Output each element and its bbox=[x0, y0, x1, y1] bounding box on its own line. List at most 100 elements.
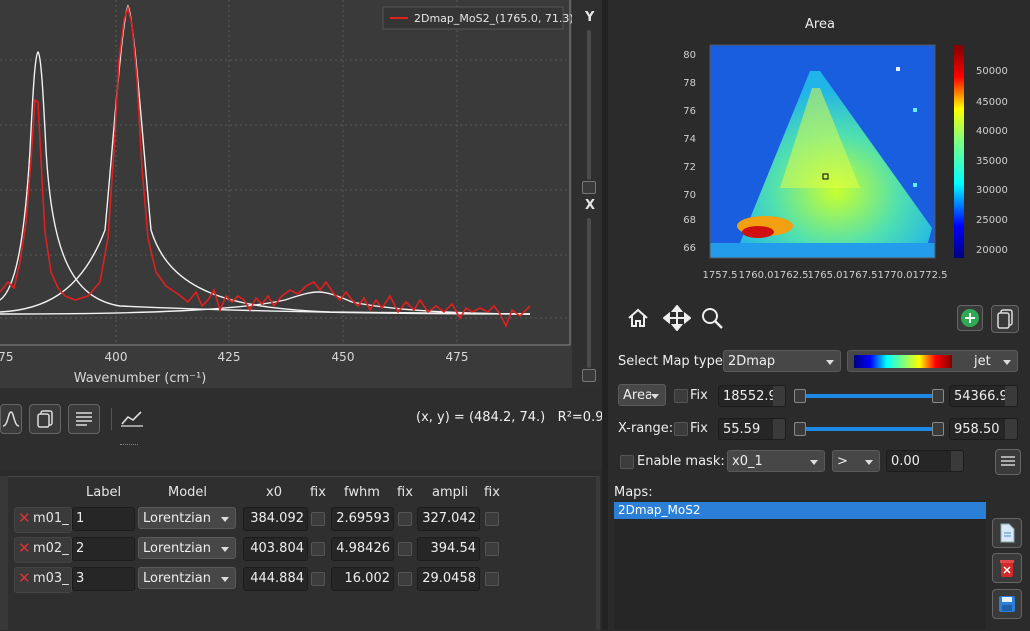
xrange-slider-min-handle[interactable] bbox=[794, 422, 806, 436]
peak-label-field[interactable]: 1 bbox=[72, 507, 135, 531]
map-x-tick: 1770.0 bbox=[878, 270, 913, 281]
map-type-select[interactable]: 2Dmap bbox=[723, 350, 841, 372]
document-icon bbox=[1000, 523, 1015, 543]
fix-ampli-checkbox[interactable] bbox=[485, 572, 499, 586]
peak-row-2-delete[interactable]: ✕ m02_ bbox=[14, 537, 72, 563]
peak-label-field[interactable]: 2 bbox=[72, 537, 135, 561]
spectrum-plot-panel[interactable]: 2Dmap_MoS2_(1765.0, 71.3) 375 400 425 45… bbox=[0, 0, 572, 388]
zoom-button[interactable] bbox=[699, 305, 725, 331]
select-map-type-label: Select Map type: bbox=[618, 354, 728, 369]
xrange-min-spinbox[interactable]: 55.59 bbox=[718, 418, 786, 440]
map-title: Area bbox=[805, 17, 835, 32]
mask-operator-select[interactable]: > bbox=[832, 450, 880, 472]
header-fwhm: fwhm bbox=[344, 485, 380, 500]
fix-ampli-checkbox[interactable] bbox=[485, 512, 499, 526]
x-slider-handle[interactable] bbox=[582, 369, 596, 382]
range-min-value: 18552.9 bbox=[723, 389, 777, 404]
range-slider-min-handle[interactable] bbox=[794, 389, 806, 403]
area-heatmap[interactable]: 66 68 70 72 74 76 78 80 1757.5 1760.0 17… bbox=[670, 38, 1030, 288]
enable-mask-label: Enable mask: bbox=[637, 454, 725, 469]
fix-fwhm-checkbox[interactable] bbox=[398, 572, 412, 586]
peak-fwhm-field[interactable]: 2.69593 bbox=[331, 507, 394, 531]
heatmap-frame bbox=[709, 44, 936, 259]
table-scrollbar[interactable] bbox=[596, 476, 600, 630]
peak-x0-field[interactable]: 384.092 bbox=[243, 507, 308, 531]
fix-xrange-checkbox[interactable] bbox=[674, 422, 688, 436]
peak-row-1-delete[interactable]: ✕ m01_ bbox=[14, 507, 72, 533]
peak-x0-field[interactable]: 444.884 bbox=[243, 567, 308, 591]
plus-icon bbox=[961, 309, 979, 327]
grid bbox=[0, 0, 570, 345]
colorbar-tick: 50000 bbox=[976, 66, 1008, 77]
fix-fwhm-checkbox[interactable] bbox=[398, 542, 412, 556]
maps-list[interactable] bbox=[614, 500, 986, 630]
range-min-spinbox[interactable]: 18552.9 bbox=[718, 385, 786, 407]
x-tick-label: 375 bbox=[0, 350, 13, 364]
fix-x0-checkbox[interactable] bbox=[311, 572, 325, 586]
fit-peak-3 bbox=[0, 291, 531, 315]
xrange-slider-max-handle[interactable] bbox=[932, 422, 944, 436]
map-cursor-marker bbox=[822, 173, 829, 180]
peak-ampli-field[interactable]: 327.042 bbox=[417, 507, 480, 531]
spin-arrows[interactable] bbox=[773, 419, 785, 439]
delete-map-button[interactable] bbox=[992, 553, 1022, 583]
peak-model-select[interactable]: Lorentzian bbox=[138, 567, 236, 589]
maps-list-item[interactable]: 2Dmap_MoS2 bbox=[614, 502, 986, 519]
fix-range-label: Fix bbox=[690, 388, 708, 403]
peak-label-field[interactable]: 3 bbox=[72, 567, 135, 591]
fix-fwhm-checkbox[interactable] bbox=[398, 512, 412, 526]
peak-fwhm-field[interactable]: 4.98426 bbox=[331, 537, 394, 561]
view-map-button[interactable] bbox=[992, 518, 1022, 548]
fit-toolbar bbox=[0, 388, 606, 470]
map-quantity-select[interactable]: Area bbox=[618, 384, 666, 406]
colormap-select[interactable]: jet bbox=[847, 350, 1018, 372]
fix-x0-checkbox[interactable] bbox=[311, 512, 325, 526]
axis-slider-bar: Y X bbox=[572, 0, 606, 388]
pan-button[interactable] bbox=[662, 304, 692, 332]
range-max-spinbox[interactable]: 54366.9 bbox=[949, 385, 1018, 407]
range-slider-track[interactable] bbox=[800, 394, 938, 398]
peak-fwhm-field[interactable]: 16.002 bbox=[331, 567, 394, 591]
fix-x0-checkbox[interactable] bbox=[311, 542, 325, 556]
fix-range-checkbox[interactable] bbox=[674, 389, 688, 403]
spectrum-plot[interactable]: 2Dmap_MoS2_(1765.0, 71.3) 375 400 425 45… bbox=[0, 0, 572, 388]
heatmap-pixel bbox=[913, 108, 917, 112]
add-map-button[interactable] bbox=[957, 305, 983, 331]
splitter[interactable] bbox=[602, 0, 608, 630]
mask-value-spinbox[interactable]: 0.00 bbox=[886, 450, 964, 472]
home-button[interactable] bbox=[625, 305, 651, 331]
spin-arrows[interactable] bbox=[1005, 419, 1017, 439]
copy-fit-button[interactable] bbox=[29, 404, 61, 434]
magnifier-icon bbox=[702, 308, 723, 329]
peak-ampli-field[interactable]: 394.54 bbox=[417, 537, 480, 561]
mask-options-button[interactable] bbox=[995, 449, 1021, 475]
header-fix-x0: fix bbox=[310, 485, 326, 500]
x-axis-label: Wavenumber (cm⁻¹) bbox=[74, 371, 207, 386]
fit-peak-1 bbox=[0, 51, 531, 315]
y-slider-track[interactable] bbox=[587, 30, 591, 180]
header-model: Model bbox=[168, 485, 208, 500]
mask-param-select[interactable]: x0_1 bbox=[727, 450, 825, 472]
peak-ampli-field[interactable]: 29.0458 bbox=[417, 567, 480, 591]
xrange-slider-track[interactable] bbox=[800, 427, 938, 431]
peak-row-3-delete[interactable]: ✕ m03_ bbox=[14, 567, 72, 593]
enable-mask-checkbox[interactable] bbox=[620, 455, 634, 469]
save-map-button[interactable] bbox=[992, 589, 1022, 619]
copy-map-button[interactable] bbox=[991, 305, 1019, 333]
peak-model-select[interactable]: Lorentzian bbox=[138, 537, 236, 559]
x-slider-track[interactable] bbox=[587, 218, 591, 368]
range-slider-max-handle[interactable] bbox=[932, 389, 944, 403]
plot-fit-button[interactable] bbox=[118, 404, 146, 432]
colorbar-tick: 30000 bbox=[976, 185, 1008, 196]
colormap-preview bbox=[854, 355, 952, 368]
fix-ampli-checkbox[interactable] bbox=[485, 542, 499, 556]
peak-shape-button[interactable] bbox=[0, 404, 22, 434]
xrange-max-spinbox[interactable]: 958.50 bbox=[949, 418, 1018, 440]
peak-x0-field[interactable]: 403.804 bbox=[243, 537, 308, 561]
spin-arrows[interactable] bbox=[951, 451, 963, 471]
spin-arrows[interactable] bbox=[773, 386, 785, 406]
peak-model-select[interactable]: Lorentzian bbox=[138, 507, 236, 529]
spin-arrows[interactable] bbox=[1005, 386, 1017, 406]
fit-settings-button[interactable] bbox=[68, 404, 100, 434]
y-slider-handle[interactable] bbox=[582, 181, 596, 194]
